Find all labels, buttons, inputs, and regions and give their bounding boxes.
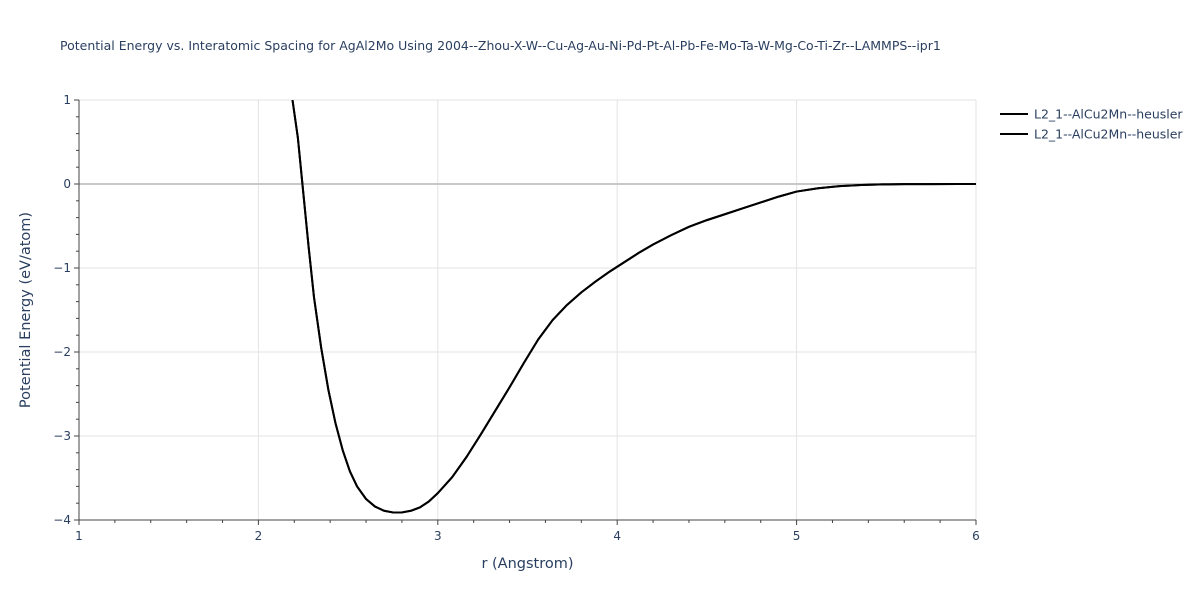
chart-title: Potential Energy vs. Interatomic Spacing… xyxy=(60,38,941,53)
y-tick-label: −3 xyxy=(53,429,71,443)
legend-label: L2_1--AlCu2Mn--heusler xyxy=(1034,127,1183,142)
y-axis-title: Potential Energy (eV/atom) xyxy=(18,212,34,408)
tick-labels: 1 2 3 4 5 6 −4 −3 −2 −1 0 1 xyxy=(53,93,980,543)
x-tick-label: 3 xyxy=(434,529,442,543)
y-tick-label: −4 xyxy=(53,513,71,527)
x-tick-label: 6 xyxy=(972,529,980,543)
series-line-2 xyxy=(291,100,976,514)
grid-lines xyxy=(79,99,977,520)
x-axis-title: r (Angstrom) xyxy=(481,556,573,572)
y-tick-label: −1 xyxy=(53,261,71,275)
y-tick-label: 1 xyxy=(63,93,71,107)
y-tick-label: −2 xyxy=(53,345,71,359)
y-tick-label: 0 xyxy=(63,177,71,191)
series-lines xyxy=(291,100,976,514)
x-tick-label: 4 xyxy=(613,529,621,543)
x-tick-label: 5 xyxy=(793,529,801,543)
legend[interactable]: L2_1--AlCu2Mn--heusler L2_1--AlCu2Mn--heu… xyxy=(1000,107,1183,142)
axes xyxy=(74,99,977,525)
x-tick-label: 2 xyxy=(255,529,263,543)
x-tick-label: 1 xyxy=(75,529,83,543)
legend-item-1[interactable]: L2_1--AlCu2Mn--heusler xyxy=(1000,107,1183,122)
legend-item-2[interactable]: L2_1--AlCu2Mn--heusler xyxy=(1000,127,1183,142)
legend-label: L2_1--AlCu2Mn--heusler xyxy=(1034,107,1183,122)
